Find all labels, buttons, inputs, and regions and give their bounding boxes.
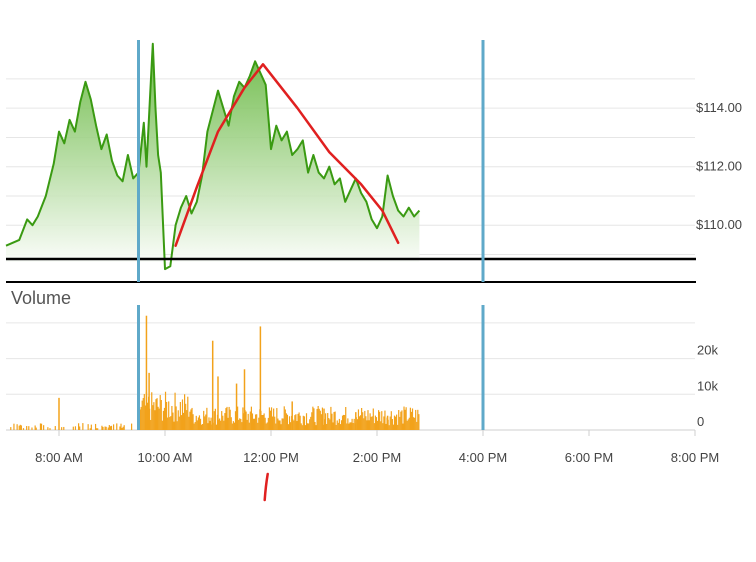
time-tick-label: 10:00 AM	[138, 450, 193, 465]
volume-tick-label: 20k	[697, 343, 718, 358]
volume-axis: 0 10k 20k	[697, 343, 718, 429]
annotation-layer	[174, 63, 400, 502]
price-tick-label: $110.00	[696, 217, 742, 232]
annotation-trend-line	[174, 63, 400, 247]
volume-title: Volume	[11, 288, 71, 308]
price-line-layer	[5, 42, 421, 271]
session-markers	[137, 40, 485, 430]
price-area	[6, 43, 420, 270]
time-tick-label: 12:00 PM	[243, 450, 299, 465]
price-tick-label: $114.00	[696, 100, 742, 115]
volume-tick-label: 10k	[697, 378, 718, 393]
annotation-time-mark	[263, 472, 269, 502]
time-tick-label: 8:00 AM	[35, 450, 83, 465]
volume-grid	[6, 322, 695, 431]
time-tick-label: 2:00 PM	[353, 450, 401, 465]
time-axis: 8:00 AM 10:00 AM 12:00 PM 2:00 PM 4:00 PM 6:0…	[35, 430, 719, 465]
time-tick-label: 8:00 PM	[671, 450, 719, 465]
price-axis: $110.00 $112.00 $114.00	[696, 100, 742, 232]
price-tick-label: $112.00	[696, 159, 742, 174]
volume-tick-label: 0	[697, 414, 704, 429]
volume-bars	[10, 315, 420, 430]
price-line	[5, 42, 421, 271]
price-area-layer	[6, 43, 420, 270]
time-tick-label: 4:00 PM	[459, 450, 507, 465]
time-tick-label: 6:00 PM	[565, 450, 613, 465]
